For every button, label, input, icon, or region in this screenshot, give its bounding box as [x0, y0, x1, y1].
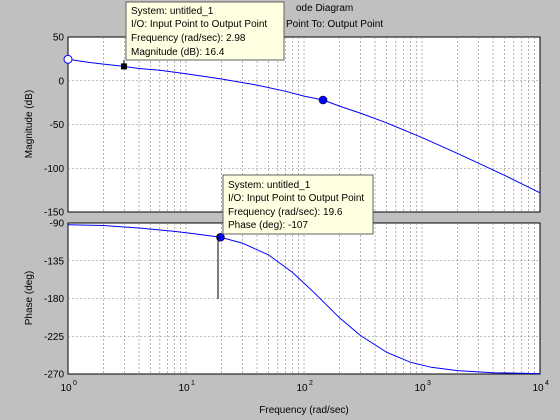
- datatip-io: I/O: Input Point to Output Point: [131, 19, 267, 30]
- phase-y-axis-label: Phase (deg): [24, 271, 35, 325]
- y-tick-label: 50: [53, 33, 65, 44]
- x-tick-label: 10: [178, 383, 190, 394]
- phase-y-ticks: -90 -135 -180 -225 -270: [44, 219, 64, 381]
- phase-grid: [68, 223, 540, 374]
- datatip-system: System: untitled_1: [131, 6, 214, 17]
- y-tick-label: -50: [50, 120, 65, 131]
- magnitude-markers[interactable]: [63, 54, 328, 105]
- phase-datatip-box: [222, 174, 374, 235]
- y-tick-label: -90: [50, 219, 65, 230]
- chart-subtitle: Point To: Output Point: [286, 19, 383, 30]
- x-tick-exponent: 3: [427, 380, 431, 387]
- x-tick-label: 10: [60, 383, 72, 394]
- magnitude-y-ticks: 50 0 -50 -100 -150: [44, 33, 64, 219]
- y-tick-label: -100: [44, 164, 64, 175]
- phase-curve[interactable]: [67, 224, 541, 375]
- phase-axes[interactable]: -90 -135 -180 -225 -270: [44, 219, 541, 381]
- y-tick-label: -150: [44, 208, 64, 219]
- datatip-magnitude: Magnitude (dB): 16.4: [131, 47, 225, 58]
- magnitude-y-axis-label: Magnitude (dB): [24, 90, 35, 158]
- datatip-frequency: Frequency (rad/sec): 19.6: [228, 207, 343, 218]
- x-tick-exponent: 2: [309, 380, 313, 387]
- x-tick-exponent: 4: [545, 380, 549, 387]
- chart-title: ode Diagram: [296, 3, 353, 14]
- x-axis-label: Frequency (rad/sec): [259, 405, 348, 416]
- x-tick-label: 10: [296, 383, 308, 394]
- x-tick-exponent: 1: [191, 380, 195, 387]
- y-tick-label: 0: [58, 76, 64, 87]
- x-tick-exponent: 0: [73, 380, 77, 387]
- datatip-io: I/O: Input Point to Output Point: [228, 193, 364, 204]
- magnitude-datatip-box: [125, 1, 285, 61]
- y-tick-label: -225: [44, 332, 64, 343]
- datatip-frequency: Frequency (rad/sec): 2.98: [131, 33, 246, 44]
- phase-datatip[interactable]: System: untitled_1 I/O: Input Point to O…: [222, 174, 374, 235]
- y-tick-label: -180: [44, 294, 64, 305]
- data-marker-open-circle[interactable]: [63, 54, 73, 64]
- data-marker-filled-circle[interactable]: [318, 95, 328, 105]
- x-tick-label: 10: [414, 383, 426, 394]
- frequency-x-ticks: 10 0 10 1 10 2 10 3 10 4: [60, 380, 549, 394]
- x-tick-label: 10: [532, 383, 544, 394]
- y-tick-label: -270: [44, 370, 64, 381]
- magnitude-datatip[interactable]: System: untitled_1 I/O: Input Point to O…: [125, 1, 285, 61]
- datatip-marker-square[interactable]: [120, 63, 127, 70]
- datatip-phase: Phase (deg): -107: [228, 220, 308, 231]
- y-tick-label: -135: [44, 256, 64, 267]
- datatip-system: System: untitled_1: [228, 180, 311, 191]
